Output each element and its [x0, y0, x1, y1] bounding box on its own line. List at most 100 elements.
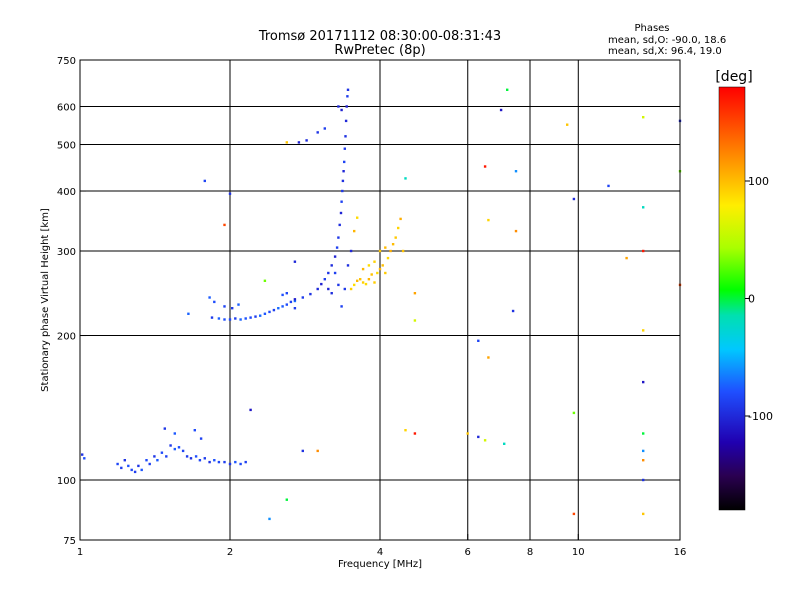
data-point [642, 512, 645, 516]
data-point [346, 264, 350, 267]
y-axis-label: Stationary phase Virtual Height [km] [40, 208, 51, 392]
data-point [361, 281, 365, 284]
data-point [566, 123, 569, 126]
data-point [356, 279, 359, 282]
data-point [337, 105, 340, 108]
data-point [81, 453, 84, 456]
data-point [189, 457, 193, 460]
colorbar-tick-label: 0 [748, 293, 755, 306]
y-tick-label: 600 [57, 103, 76, 114]
data-point [341, 179, 345, 183]
data-point [169, 444, 172, 447]
data-point [477, 435, 480, 439]
data-point [404, 429, 407, 432]
phases-x-stats: mean, sd,X: 96.4, 19.0 [608, 46, 722, 57]
data-point [140, 468, 143, 472]
data-point [394, 236, 397, 239]
chart-title: Tromsø 20171112 08:30:00-08:31:43 [258, 29, 501, 44]
data-point [160, 451, 164, 454]
data-point [148, 462, 151, 466]
data-point [373, 281, 376, 284]
data-point [466, 432, 469, 435]
data-point [145, 459, 148, 462]
data-point [249, 316, 252, 319]
data-point [199, 437, 203, 440]
data-point [217, 317, 221, 320]
data-point [165, 455, 168, 458]
data-point [281, 293, 284, 297]
data-point [514, 170, 518, 173]
data-point [572, 512, 576, 516]
data-point [234, 460, 237, 464]
data-point [285, 292, 288, 295]
data-point [187, 312, 190, 315]
data-point [401, 249, 405, 253]
data-point [193, 429, 196, 432]
data-point [343, 160, 346, 164]
data-point [343, 147, 346, 150]
data-point [642, 459, 645, 462]
data-point [389, 249, 392, 253]
data-point [327, 271, 330, 275]
data-point [367, 278, 371, 281]
data-point [483, 439, 487, 442]
data-point [133, 470, 137, 474]
data-point [349, 249, 353, 253]
y-tick-label: 300 [57, 247, 76, 258]
x-tick-label: 8 [527, 547, 533, 558]
data-point [642, 432, 645, 435]
data-point [642, 380, 645, 384]
data-point [285, 498, 288, 501]
colorbar-ticks: 100 0 -100 [745, 175, 773, 423]
data-point [293, 307, 297, 310]
data-point [370, 273, 373, 276]
data-point [572, 197, 576, 201]
data-point [305, 139, 308, 142]
data-point [83, 457, 86, 460]
data-point [337, 236, 340, 239]
data-point [203, 457, 206, 460]
data-point [364, 282, 368, 286]
y-tick-label: 200 [57, 332, 76, 343]
data-point [210, 316, 214, 319]
data-point [337, 283, 340, 287]
data-point [506, 88, 509, 91]
data-point [123, 459, 126, 462]
data-point [173, 432, 176, 435]
x-tick-label: 1 [77, 547, 83, 558]
data-point [330, 292, 333, 295]
data-point [340, 305, 343, 308]
data-point [413, 432, 417, 435]
data-point [344, 135, 347, 138]
x-tick-label: 4 [377, 547, 383, 558]
data-point [330, 264, 333, 267]
data-point [333, 255, 337, 258]
colorbar [718, 86, 746, 511]
data-point [359, 278, 362, 281]
data-point [163, 427, 166, 430]
chart-subtitle: RwPretec (8p) [334, 43, 425, 58]
data-point [327, 287, 330, 291]
data-point [259, 314, 262, 317]
data-point [483, 165, 487, 168]
data-point [316, 449, 319, 453]
data-point [213, 300, 216, 304]
data-point [289, 300, 293, 304]
data-point [361, 267, 365, 271]
data-point [625, 256, 628, 260]
data-point [338, 223, 341, 227]
x-tick-label: 2 [227, 547, 233, 558]
data-point [309, 292, 312, 296]
data-point [177, 446, 181, 449]
data-point [223, 223, 226, 227]
data-point [316, 131, 319, 134]
data-point [413, 292, 417, 295]
y-tick-label: 75 [63, 536, 76, 547]
data-point [228, 192, 232, 195]
x-tick-label: 6 [465, 547, 471, 558]
data-point [156, 459, 159, 462]
data-point [511, 309, 515, 313]
data-point [301, 449, 304, 453]
